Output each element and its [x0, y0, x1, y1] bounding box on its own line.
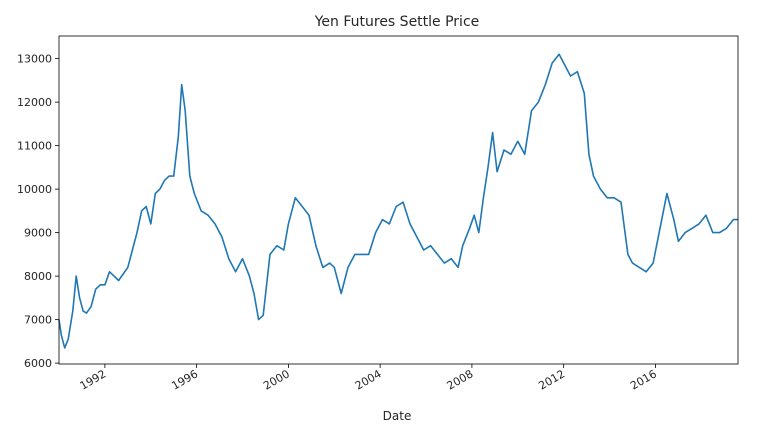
y-tick-label: 10000 — [17, 183, 52, 196]
x-axis: 1992 1996 2000 2004 2008 2012 2016 — [78, 364, 659, 393]
x-tick-label: 2000 — [261, 367, 292, 392]
chart-title: Yen Futures Settle Price — [314, 14, 480, 30]
y-axis: 6000 7000 8000 9000 10000 11000 12000 13000 — [17, 53, 59, 370]
axes-frame — [58, 35, 739, 365]
x-tick-label: 2016 — [628, 367, 659, 392]
y-tick-label: 6000 — [24, 357, 52, 370]
y-tick-label: 9000 — [24, 227, 52, 240]
y-tick-label: 7000 — [24, 314, 52, 327]
y-tick-label: 11000 — [17, 140, 52, 153]
x-tick-label: 1992 — [78, 367, 109, 392]
y-tick-label: 8000 — [24, 270, 52, 283]
x-tick-label: 2012 — [536, 367, 567, 392]
series-line-0 — [58, 53, 738, 349]
y-tick-label: 13000 — [17, 53, 52, 66]
x-tick-label: 2008 — [445, 367, 476, 392]
x-axis-label: Date — [383, 409, 412, 423]
x-tick-label: 1996 — [169, 367, 200, 392]
x-tick-label: 2004 — [353, 367, 384, 392]
plot-area — [58, 53, 738, 349]
y-tick-label: 12000 — [17, 96, 52, 109]
